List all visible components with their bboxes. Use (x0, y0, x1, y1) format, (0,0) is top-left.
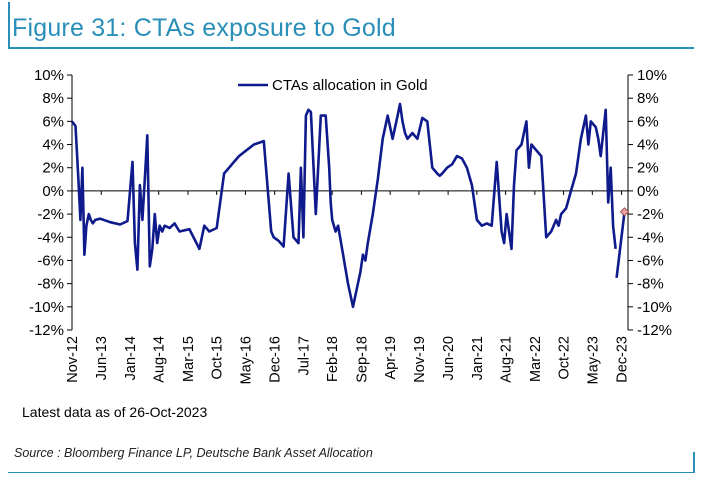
chart: 10% 10% 8% 8% 6% 6% 4% 4% 2% 2% 0% 0% -2% -2% -4% -4% -6… (29, 67, 672, 384)
series-line-cta-allocation (70, 102, 617, 309)
y-tick-label-right: 2% (637, 160, 659, 177)
y-tick-label-right: 8% (637, 90, 659, 107)
x-tick-label: Apr-19 (383, 336, 399, 380)
x-tick-label: Sep-18 (354, 336, 370, 383)
footer-divider (8, 472, 694, 473)
x-tick-label: Mar-22 (528, 336, 544, 382)
x-tick-label: Oct-22 (557, 336, 573, 380)
x-tick-label: Jun-13 (94, 336, 110, 380)
y-tick-label-left: -8% (37, 276, 64, 293)
x-tick-label: Aug-14 (152, 336, 168, 383)
x-tick-label: Jun-20 (441, 336, 457, 380)
y-tick-label-left: 0% (42, 183, 64, 200)
page-title: Figure 31: CTAs exposure to Gold (12, 14, 396, 42)
legend-label: CTAs allocation in Gold (272, 77, 428, 94)
y-tick-label-right: -4% (637, 229, 664, 246)
y-tick-label-right: -10% (637, 299, 672, 316)
x-tick-label: Feb-18 (325, 336, 341, 382)
title-rule (8, 2, 10, 48)
y-tick-label-left: 2% (42, 160, 64, 177)
x-tick-label: Jul-17 (296, 336, 312, 376)
x-tick-label: Jan-14 (123, 336, 139, 380)
x-tick-label: Jan-21 (470, 336, 486, 380)
footer-rule (693, 452, 695, 473)
y-tick-label-right: 0% (637, 183, 659, 200)
y-tick-label-right: 10% (637, 67, 667, 84)
y-tick-label-left: 10% (34, 67, 64, 84)
x-tick-label: Nov-12 (65, 336, 81, 383)
plot-area: 10% 10% 8% 8% 6% 6% 4% 4% 2% 2% 0% 0% -2% -2% -4% -4% -6… (29, 67, 672, 384)
y-tick-label-right: -8% (637, 276, 664, 293)
y-tick-label-left: 4% (42, 137, 64, 154)
y-tick-label-right: -2% (637, 206, 664, 223)
x-tick-label: Dec-23 (615, 336, 631, 383)
y-tick-label-left: -10% (29, 299, 64, 316)
title-divider (8, 47, 694, 49)
y-tick-label-left: -2% (37, 206, 64, 223)
y-tick-label-right: 4% (637, 137, 659, 154)
latest-segment (615, 211, 626, 278)
x-tick-label: May-16 (238, 336, 254, 384)
y-tick-label-left: -6% (37, 252, 64, 269)
x-tick-label: Mar-15 (181, 336, 197, 382)
y-tick-label-right: -6% (637, 252, 664, 269)
x-tick-label: May-23 (585, 336, 601, 384)
y-tick-label-left: 6% (42, 113, 64, 130)
y-tick-label-right: 6% (637, 113, 659, 130)
y-tick-label-left: -12% (29, 322, 64, 339)
x-tick-label: Aug-21 (499, 336, 515, 383)
x-tick-label: Oct-15 (210, 336, 226, 380)
y-tick-label-left: -4% (37, 229, 64, 246)
latest-data-note: Latest data as of 26-Oct-2023 (22, 404, 208, 420)
source-note: Source : Bloomberg Finance LP, Deutsche … (14, 446, 373, 460)
legend-background (234, 73, 472, 95)
latest-data-marker (619, 207, 630, 217)
x-tick-label: Dec-16 (268, 336, 284, 383)
x-tick-label: Nov-19 (412, 336, 428, 383)
y-tick-label-right: -12% (637, 322, 672, 339)
y-tick-label-left: 8% (42, 90, 64, 107)
